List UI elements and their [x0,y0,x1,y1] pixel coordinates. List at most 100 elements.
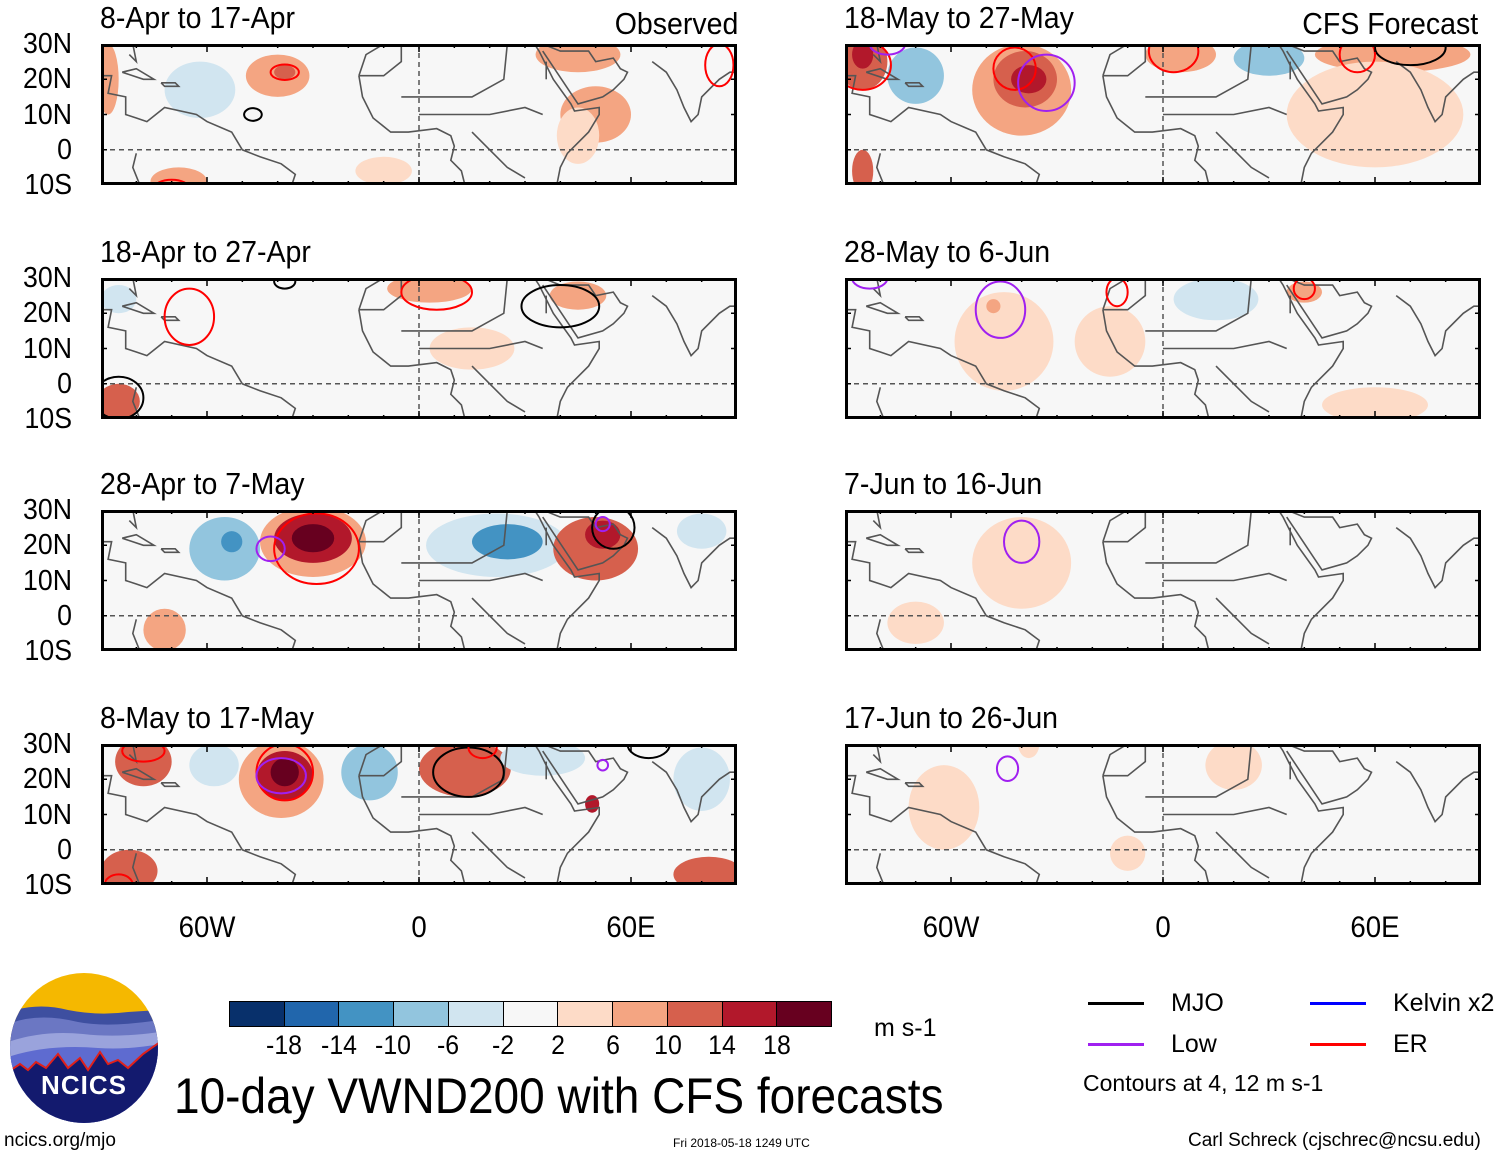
map-panel [845,278,1481,419]
contour-er [1147,44,1200,74]
footer-url[interactable]: ncics.org/mjo [4,1130,116,1151]
coastline [128,278,138,299]
coastline [471,365,526,413]
contour-er [154,178,190,185]
legend-line-kelvin [1310,1002,1366,1005]
figure-title: 10-day VWND200 with CFS forecasts [174,1068,944,1124]
y-tick-label: 10S [24,869,72,901]
contour-er [845,44,892,91]
coastline [358,744,403,777]
coastline [651,60,737,123]
anomaly-shading [408,51,465,94]
coastline [1163,340,1287,350]
coastline [1102,44,1132,76]
coastline [865,533,901,547]
map-panel [101,744,737,885]
coastline [1215,365,1270,413]
legend-line-mjo [1088,1002,1144,1005]
coastline [845,74,1041,185]
coastline [1102,44,1147,77]
panel-title: 18-Apr to 27-Apr [100,234,311,269]
coastline [533,44,600,185]
anomaly-shading [101,383,140,419]
coastline [875,853,885,885]
coastline [419,806,543,816]
legend-label: MJO [1171,989,1224,1017]
anomaly-shading [101,44,119,115]
contour-er [992,46,1037,91]
coastline [101,540,297,651]
contour-er [103,873,134,885]
anomaly-shading [1269,744,1305,787]
column-label-left: Observed [614,6,738,41]
anomaly-shading [852,44,874,69]
colorbar-swatch [338,1002,394,1026]
map-panel [101,510,737,651]
coastline [1102,744,1147,777]
column-label-right: CFS Forecast [1302,6,1478,41]
coastline [1395,760,1481,823]
coastline [131,619,141,651]
colorbar-tick-label: -6 [437,1030,460,1060]
y-tick-label: 10N [23,798,72,831]
colorbar-swatch [393,1002,448,1026]
anomaly-shading [341,744,398,801]
footer-timestamp: Fri 2018-05-18 1249 UTC [673,1136,810,1150]
anomaly-shading [143,608,186,651]
panel-title: 18-May to 27-May [844,0,1074,35]
coastline [101,308,297,419]
coastline [1145,510,1253,564]
coastline [1145,44,1253,98]
anomaly-shading [270,758,299,787]
map-panel [845,744,1481,885]
coastline [533,278,600,419]
coastline [1102,541,1210,651]
contour-mjo [626,744,671,760]
coastline [533,744,600,885]
coastline [358,278,388,310]
anomaly-shading [585,520,621,549]
coastline [358,309,466,419]
coastline [131,153,141,185]
coastline [160,782,181,788]
anomaly-shading [887,601,944,644]
coastline [401,278,509,332]
colorbar-tick-label: 2 [550,1030,565,1060]
ncics-logo: NCICS [8,972,160,1124]
x-tick-label: 60W [922,911,980,944]
y-tick-label: 10N [23,332,72,365]
coastline [358,510,403,543]
colorbar-swatch [721,1002,777,1026]
map-panel [845,510,1481,651]
colorbar-swatch [502,1002,558,1026]
contour-low [255,535,286,563]
coastline [1277,44,1344,185]
y-tick-label: 30N [23,494,72,526]
colorbar-swatch [776,1002,832,1026]
legend-label: Kelvin x2 [1393,989,1495,1017]
coastline [1286,744,1373,805]
coastline [1102,510,1147,543]
anomaly-shading [164,61,236,119]
coastline [865,67,901,81]
x-tick-label: 60E [606,911,656,944]
anomaly-shading [115,744,172,787]
anomaly-shading [291,524,335,553]
anomaly-shading [189,744,239,787]
coastline [131,387,141,419]
coastline [121,67,157,81]
contour-er [704,44,735,88]
coastline [872,744,882,765]
coastline [1277,510,1344,651]
y-tick-label: 10N [23,98,72,131]
anomaly-shading [676,513,727,549]
anomaly-shading [1173,278,1259,321]
contour-low [1017,53,1076,112]
coastline [845,540,1041,651]
coastline [1395,526,1481,589]
anomaly-shading [549,281,607,310]
anomaly-shading [535,44,621,73]
coastline [121,533,157,547]
colorbar-tick-label: 14 [708,1030,737,1060]
coastline [358,541,466,651]
